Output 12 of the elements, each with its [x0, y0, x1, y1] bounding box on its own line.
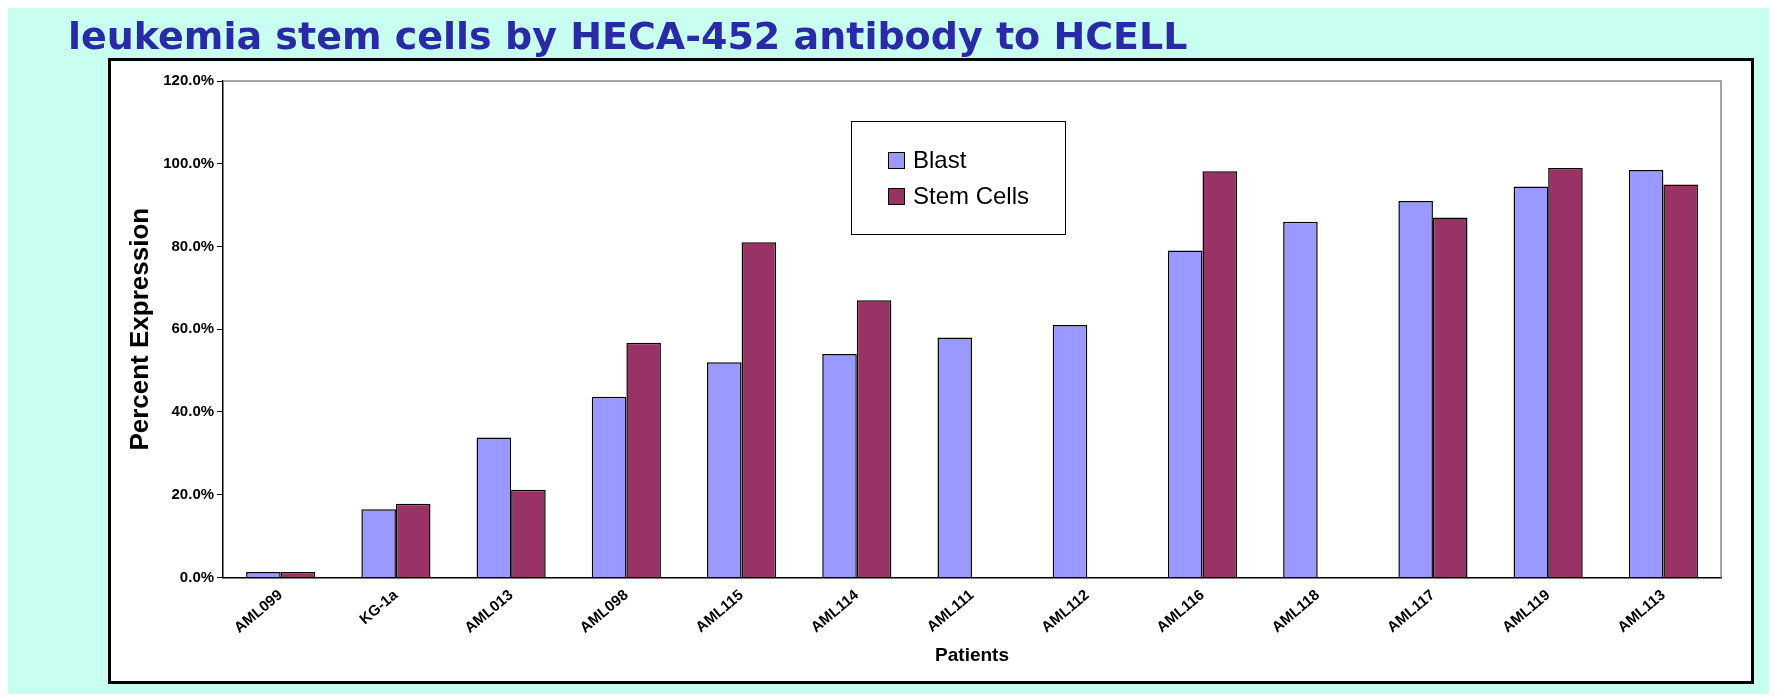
y-tick-label: 60.0% [171, 319, 215, 337]
y-tick-label: 20.0% [171, 484, 215, 502]
y-tick-label: 100.0% [163, 153, 215, 171]
x-axis-title: Patients [935, 643, 1009, 665]
y-tick-label: 80.0% [171, 236, 215, 254]
y-tick-label: 40.0% [171, 402, 215, 420]
legend-label: Blast [913, 146, 967, 174]
y-tick-label: 120.0% [163, 71, 215, 89]
y-tick-label: 0.0% [179, 567, 215, 585]
legend-label: Stem Cells [913, 182, 1030, 210]
chart-title: leukemia stem cells by HECA-452 antibody to HCELL [68, 14, 1189, 58]
y-axis-title: Percent Expression [123, 207, 154, 451]
